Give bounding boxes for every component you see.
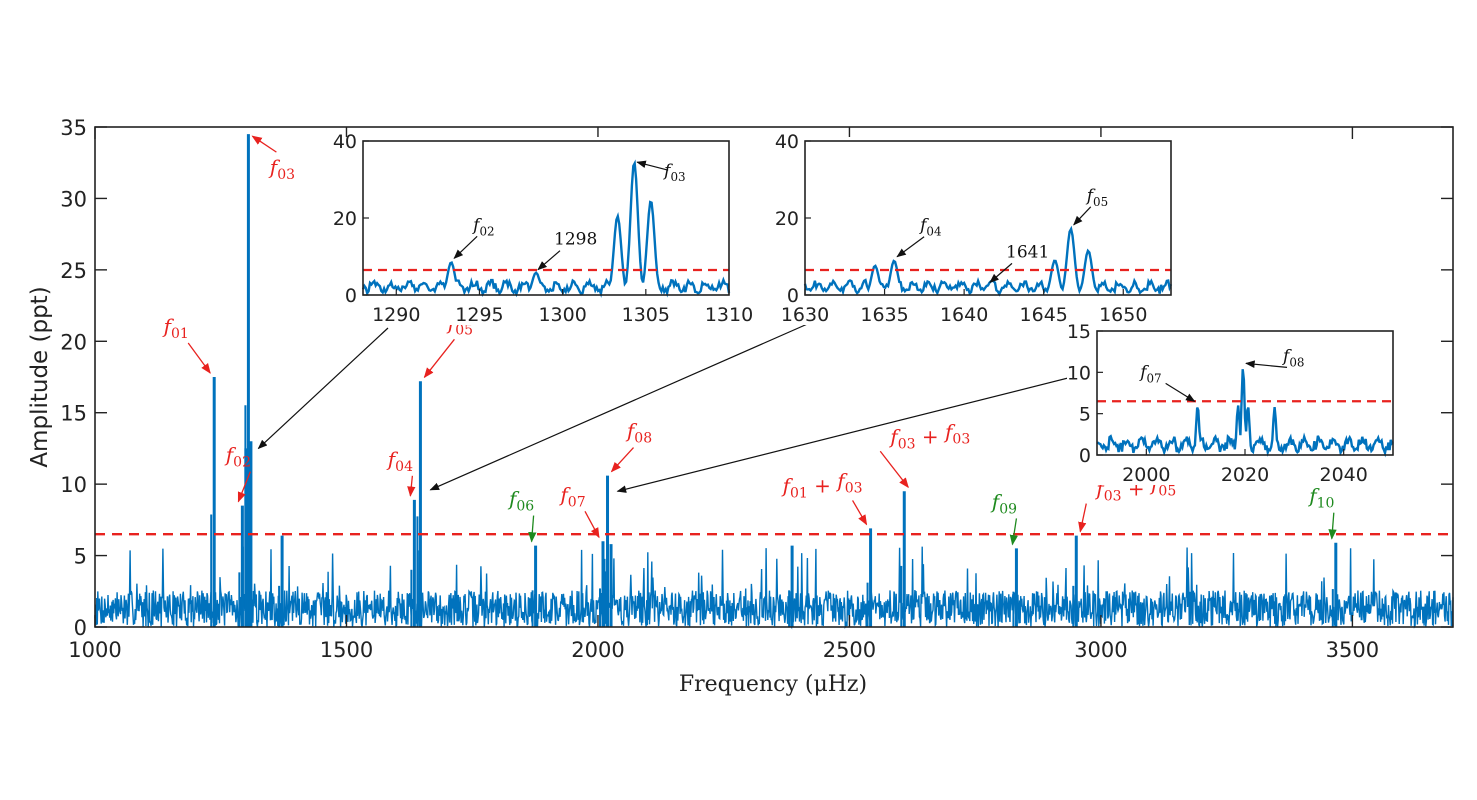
y-tick-label: 15 [60, 402, 87, 426]
inset-label-03: f03 [662, 161, 685, 184]
inset-y-tick-label: 20 [775, 208, 799, 230]
y-tick-label: 10 [60, 473, 87, 497]
combo-label: f03 + f03 [888, 419, 970, 452]
inset-x-tick-label: 1645 [1020, 304, 1068, 326]
x-tick-label: 1000 [68, 638, 121, 662]
y-tick-label: 20 [60, 330, 87, 354]
inset-arrow-03 [636, 160, 669, 171]
spectrum-noise [94, 546, 1454, 630]
peak-label-04: f04 [386, 447, 413, 475]
peak-label-03: f03 [268, 155, 295, 183]
peak-arrow-04 [407, 475, 416, 497]
inset-x-tick-label: 2020 [1221, 464, 1269, 486]
inset-x-tick-label: 1310 [705, 304, 753, 326]
x-tick-label: 3500 [1326, 638, 1379, 662]
inset-label-04: f04 [918, 216, 941, 239]
inset-y-tick-label: 20 [333, 208, 357, 230]
peak-arrow-05 [423, 338, 455, 379]
inset-arrow-08 [1245, 360, 1288, 369]
peak-label-07: f07 [558, 482, 585, 510]
x-tick-label: 1500 [320, 638, 373, 662]
x-axis-label: Frequency (μHz) [679, 672, 867, 697]
plot-frame [94, 126, 1454, 628]
combo-arrow [852, 500, 868, 526]
y-tick-label: 25 [60, 259, 87, 283]
peak-arrow-10 [1328, 512, 1337, 540]
inset-3-spectrum [1097, 369, 1394, 458]
inset-1-spectrum [361, 159, 731, 298]
inset-x-tick-label: 1290 [372, 304, 420, 326]
peak-arrow-01 [187, 342, 211, 374]
peak-label-10: f10 [1307, 484, 1334, 512]
inset-y-tick-label: 40 [333, 131, 357, 153]
inset-x-tick-label: 1650 [1099, 304, 1147, 326]
inset-label-02: f02 [471, 215, 494, 238]
inset-x-tick-label: 1305 [622, 304, 670, 326]
inset-3: 2000 2020 2040 0 5 10 15 f07 f08 [1067, 321, 1403, 486]
peak-label-02: f02 [224, 443, 251, 471]
peak-label-01: f01 [162, 314, 189, 342]
inset-connectors [257, 321, 1077, 493]
inset-connector-arrow [257, 327, 389, 450]
inset-x-tick-label: 1300 [538, 304, 586, 326]
inset-label-05: f05 [1085, 186, 1108, 209]
inset-label-08: f08 [1281, 346, 1304, 369]
y-tick-label: 5 [74, 545, 87, 569]
y-tick-label: 30 [60, 187, 87, 211]
inset-x-tick-label: 2040 [1319, 464, 1367, 486]
inset-2: 1630 1635 1640 1645 1650 0 20 40 f04 f05 1641 [775, 131, 1181, 326]
inset-arrow-02 [453, 235, 478, 259]
x-tick-label: 3000 [1074, 638, 1127, 662]
inset-x-tick-label: 2000 [1122, 464, 1170, 486]
inset-x-tick-label: 1630 [781, 304, 829, 326]
inset-y-tick-label: 5 [1079, 404, 1091, 426]
inset-connector-arrow [429, 321, 813, 491]
inset-x-tick-label: 1295 [455, 304, 503, 326]
peak-arrow-09 [1009, 518, 1018, 546]
inset-number-label: 1298 [554, 230, 597, 250]
inset-y-tick-label: 0 [345, 285, 357, 307]
peak-arrow-07 [584, 510, 600, 539]
y-tick-label: 35 [60, 116, 87, 140]
inset-x-tick-label: 1640 [940, 304, 988, 326]
peak-arrow-03 [251, 135, 277, 153]
inset-y-tick-label: 10 [1067, 362, 1091, 384]
inset-1-background [333, 137, 739, 325]
inset-y-tick-label: 0 [1079, 445, 1091, 467]
inset-y-tick-label: 15 [1067, 321, 1091, 343]
x-tick-label: 2500 [823, 638, 876, 662]
peak-label-06: f06 [507, 487, 534, 515]
inset-x-tick-label: 1635 [860, 304, 908, 326]
combo-arrow [1078, 503, 1087, 533]
peak-arrow-02 [237, 471, 251, 503]
inset-number-arrow [537, 250, 561, 271]
inset-y-tick-label: 40 [775, 131, 799, 153]
y-axis-label: Amplitude (ppt) [27, 286, 53, 467]
peak-label-08: f08 [625, 419, 652, 447]
inset-arrow-04 [896, 236, 925, 258]
x-tick-label: 2000 [571, 638, 624, 662]
inset-1: 1290 1295 1300 1305 1310 0 20 40 f02 f03 1298 [333, 131, 753, 326]
peak-arrow-06 [528, 515, 537, 543]
peak-label-09: f09 [990, 489, 1017, 517]
inset-arrow-05 [1073, 206, 1092, 226]
inset-number-label: 1641 [1006, 242, 1049, 262]
combo-arrow [879, 450, 909, 489]
inset-y-tick-label: 0 [787, 285, 799, 307]
inset-3-background [1067, 327, 1403, 485]
y-tick-label: 0 [74, 616, 87, 640]
inset-label-07: f07 [1138, 362, 1161, 385]
inset-number-arrow [989, 262, 1013, 284]
inset-2-spectrum [803, 225, 1173, 297]
peak-arrow-08 [610, 447, 634, 473]
inset-arrow-07 [1165, 382, 1196, 402]
combo-label: f01 + f03 [781, 468, 863, 501]
inset-2-background [775, 137, 1181, 325]
inset-connector-arrow [616, 375, 1077, 493]
